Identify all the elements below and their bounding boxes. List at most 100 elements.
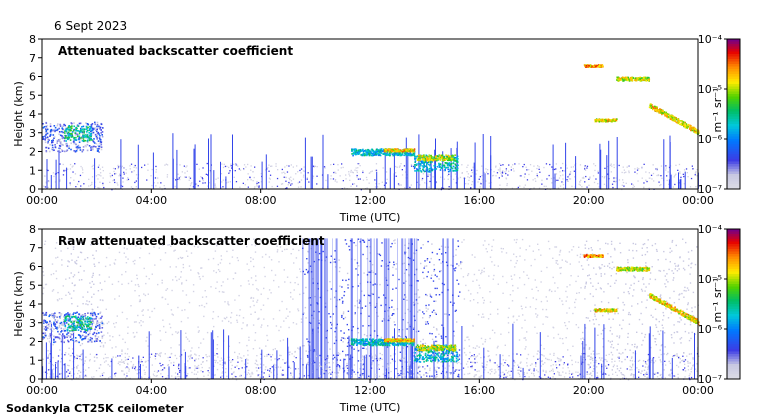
noise-pixel bbox=[86, 257, 89, 259]
ground-pixel bbox=[613, 178, 615, 180]
noise-pixel bbox=[85, 356, 87, 358]
streak bbox=[426, 160, 428, 189]
noise-pixel bbox=[123, 252, 125, 254]
cloud-pixel bbox=[92, 131, 95, 134]
noise-pixel bbox=[691, 310, 693, 313]
ground-pixel bbox=[235, 163, 237, 166]
noise-pixel bbox=[181, 257, 184, 259]
ground-pixel bbox=[656, 174, 658, 177]
colorbar-step bbox=[727, 131, 740, 135]
noise-pixel bbox=[627, 291, 630, 293]
noise-pixel bbox=[92, 313, 94, 316]
cloud-pixel bbox=[75, 136, 77, 139]
noise-pixel bbox=[310, 304, 312, 306]
noise-pixel bbox=[632, 257, 635, 259]
noise-pixel bbox=[92, 254, 94, 256]
ground-pixel bbox=[682, 173, 684, 175]
ground-pixel bbox=[555, 179, 557, 181]
ground-pixel bbox=[551, 182, 553, 184]
noise-pixel bbox=[595, 273, 597, 275]
noise-pixel bbox=[72, 276, 75, 278]
cloud-pixel bbox=[366, 153, 369, 156]
noise-pixel bbox=[559, 272, 562, 275]
noise-pixel bbox=[540, 300, 543, 303]
noise-pixel bbox=[559, 297, 561, 300]
ground-pixel bbox=[401, 174, 404, 176]
ground-pixel bbox=[268, 170, 270, 172]
ground-pixel bbox=[316, 166, 318, 168]
noise-pixel bbox=[516, 260, 518, 262]
noise-pixel bbox=[244, 366, 246, 369]
noise-pixel bbox=[450, 264, 452, 266]
noise-pixel bbox=[342, 311, 345, 313]
noise-pixel bbox=[506, 372, 509, 374]
ground-pixel bbox=[80, 185, 82, 187]
noise-pixel bbox=[42, 267, 44, 269]
noise-pixel bbox=[403, 357, 405, 359]
noise-pixel bbox=[252, 300, 254, 302]
noise-pixel bbox=[634, 243, 637, 245]
noise-pixel bbox=[91, 276, 93, 278]
noise-pixel bbox=[517, 287, 519, 289]
noise-pixel bbox=[575, 324, 577, 326]
colorbar-step bbox=[727, 61, 740, 65]
cloud-pixel bbox=[354, 149, 356, 152]
ground-pixel bbox=[658, 181, 660, 183]
cloud-pixel bbox=[70, 122, 73, 124]
cloud-pixel bbox=[440, 167, 443, 170]
noise-pixel bbox=[677, 264, 680, 266]
noise-pixel bbox=[520, 305, 523, 307]
ground-pixel bbox=[334, 171, 336, 173]
ground-pixel bbox=[325, 179, 327, 182]
cloud-pixel bbox=[93, 127, 95, 130]
cloud-pixel bbox=[93, 142, 96, 144]
cloud-pixel bbox=[653, 105, 656, 108]
ground-pixel bbox=[679, 171, 681, 173]
ground-pixel bbox=[510, 166, 512, 168]
noise-pixel bbox=[232, 249, 234, 251]
noise-pixel bbox=[591, 253, 594, 255]
noise-pixel bbox=[334, 266, 337, 268]
ground-pixel bbox=[214, 183, 216, 185]
cloud-pixel bbox=[93, 138, 95, 140]
cloud-pixel bbox=[384, 149, 386, 151]
ground-pixel bbox=[72, 171, 74, 173]
noise-pixel bbox=[220, 258, 223, 261]
noise-pixel bbox=[127, 332, 129, 334]
ground-pixel bbox=[181, 171, 183, 173]
noise-pixel bbox=[663, 269, 665, 272]
ground-pixel bbox=[296, 165, 298, 167]
colorbar-step bbox=[727, 86, 740, 90]
ground-pixel bbox=[464, 177, 466, 179]
noise-pixel bbox=[487, 318, 490, 320]
noise-pixel bbox=[687, 251, 690, 253]
colorbar-step bbox=[727, 166, 740, 170]
noise-pixel bbox=[368, 315, 370, 317]
noise-pixel bbox=[104, 280, 106, 283]
noise-pixel bbox=[543, 348, 545, 350]
cloud-pixel bbox=[435, 155, 437, 157]
cloud-pixel bbox=[82, 128, 84, 131]
ground-pixel bbox=[135, 174, 138, 176]
noise-pixel bbox=[518, 315, 520, 317]
noise-pixel bbox=[552, 376, 554, 378]
ground-pixel bbox=[76, 183, 79, 185]
noise-pixel bbox=[213, 270, 215, 272]
cloud-pixel bbox=[65, 136, 67, 139]
noise-pixel bbox=[492, 278, 494, 280]
cloud-pixel bbox=[413, 149, 416, 152]
noise-pixel bbox=[440, 245, 443, 247]
noise-pixel bbox=[234, 299, 236, 301]
noise-pixel bbox=[663, 314, 665, 317]
ground-pixel bbox=[452, 178, 455, 180]
cloud-pixel bbox=[649, 104, 651, 107]
noise-pixel bbox=[688, 339, 691, 342]
ground-pixel bbox=[330, 164, 332, 166]
noise-pixel bbox=[357, 332, 360, 334]
noise-pixel bbox=[624, 358, 626, 361]
noise-pixel bbox=[560, 359, 562, 361]
cloud-pixel bbox=[447, 163, 449, 165]
noise-pixel bbox=[195, 373, 197, 375]
cloud-pixel bbox=[85, 145, 87, 148]
noise-pixel bbox=[224, 371, 227, 374]
